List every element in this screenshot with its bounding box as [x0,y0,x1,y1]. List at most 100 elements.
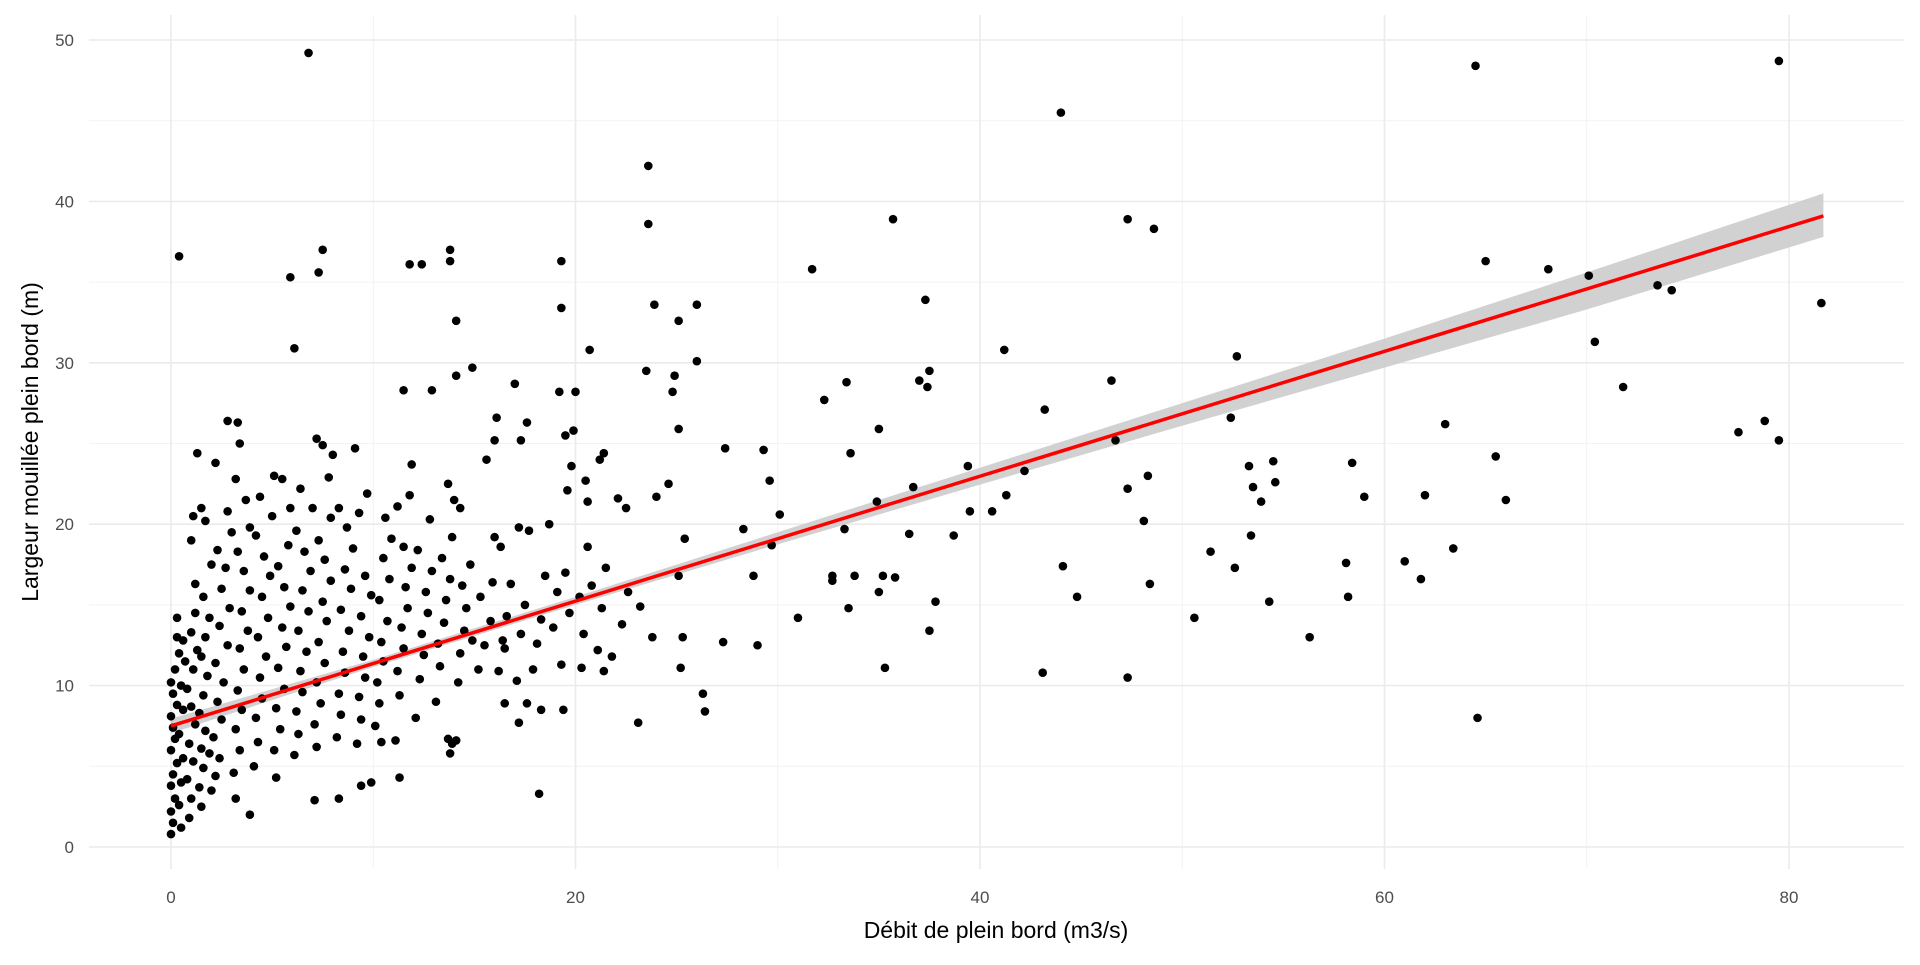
x-tick-label: 20 [566,888,585,907]
data-point [417,260,427,269]
data-point [334,794,344,803]
x-tick-label: 60 [1375,888,1394,907]
data-point [360,673,370,682]
data-point [381,513,390,523]
data-point [296,484,305,493]
data-point [399,542,408,552]
data-point [279,582,289,592]
data-point [569,426,578,435]
data-point [1268,456,1278,466]
data-point [1248,482,1258,492]
data-point [334,503,344,513]
data-point [166,781,176,790]
data-point [445,574,455,584]
data-point [314,637,323,647]
data-point [229,768,238,778]
data-point [233,547,243,556]
data-point [186,536,196,545]
data-point [207,560,216,569]
data-point [514,718,524,728]
data-point [249,762,259,771]
data-point [1145,579,1155,589]
data-point [700,707,710,716]
data-point [480,640,489,650]
data-point [174,800,184,810]
data-point [455,649,465,658]
data-point [417,629,427,639]
data-point [377,637,386,647]
data-point [342,523,352,532]
data-point [275,724,285,734]
data-point [466,560,475,569]
data-point [199,763,208,773]
data-point [668,387,677,397]
data-point [1246,531,1256,540]
data-point [753,640,762,650]
data-point [423,608,433,618]
data-point [263,613,273,623]
data-point [403,603,412,613]
data-point [425,515,435,524]
data-point [221,563,230,573]
data-point [176,823,186,832]
x-axis-title: Débit de plein bord (m3/s) [864,917,1129,943]
data-point [767,540,776,550]
data-point [1590,337,1600,347]
data-point [512,676,522,686]
data-point [1347,458,1357,468]
data-point [915,376,924,385]
data-point [1471,61,1480,71]
data-point [207,786,216,795]
data-point [1244,461,1254,471]
data-point [188,757,198,766]
data-point [395,690,404,700]
data-point [199,592,208,602]
data-point [1040,405,1050,414]
data-point [364,632,374,642]
data-point [286,602,295,611]
data-point [510,379,520,389]
data-point [490,435,499,445]
data-point [807,264,817,274]
data-point [188,665,198,674]
data-point [617,619,627,629]
data-point [399,644,408,653]
data-point [846,448,855,458]
data-point [344,626,354,636]
data-point [534,789,544,799]
data-point [231,794,241,803]
data-points [166,48,1826,839]
data-point [233,686,243,695]
data-point [1501,495,1511,505]
data-point [1343,592,1353,602]
data-point [407,460,416,469]
data-point [318,597,327,606]
data-point [356,715,366,724]
data-point [739,524,748,534]
data-point [468,636,477,645]
data-point [561,431,570,440]
data-point [908,482,918,492]
data-point [528,665,538,674]
data-point [235,439,245,448]
data-point [445,749,455,758]
data-point [1448,544,1458,553]
data-point [544,519,554,529]
data-point [245,586,255,595]
data-point [172,700,182,710]
data-point [563,486,572,495]
data-point [921,295,930,305]
data-point [201,726,210,736]
data-point [215,753,224,763]
data-point [197,652,206,661]
data-point [579,629,588,639]
data-point [571,387,580,397]
data-point [217,584,226,594]
data-point [1230,563,1240,573]
confidence-band [171,193,1824,734]
data-point [842,377,851,387]
data-point [366,778,376,787]
data-point [213,545,222,555]
data-point [585,345,594,355]
